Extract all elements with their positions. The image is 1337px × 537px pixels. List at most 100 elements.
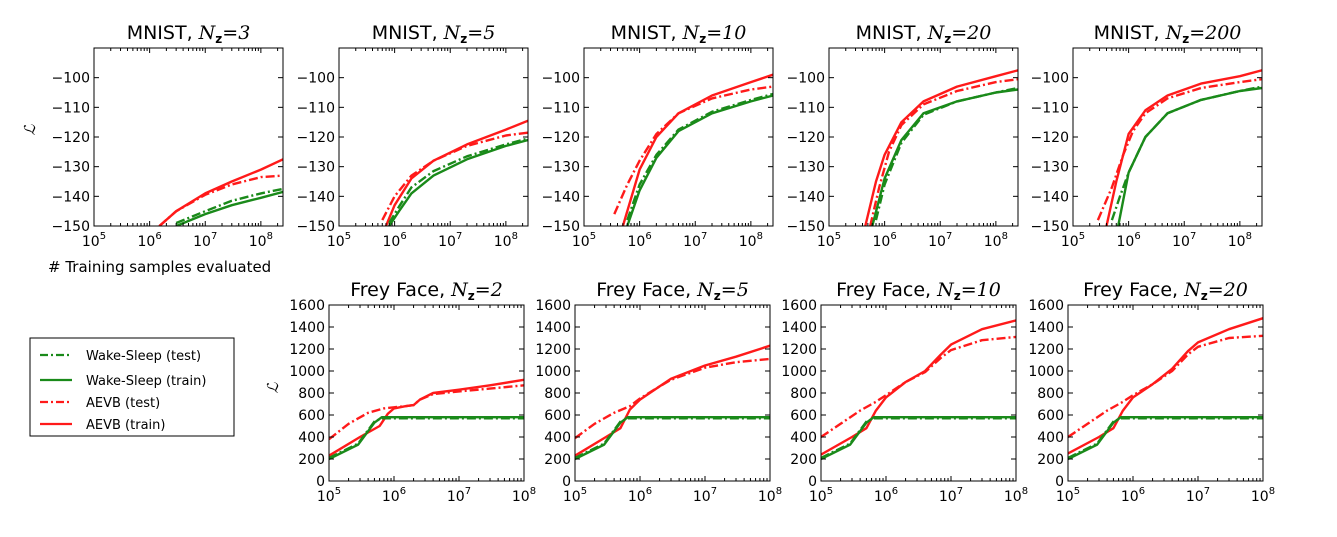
y-tick-label: −140 [297, 189, 335, 205]
y-tick-label: 400 [790, 430, 817, 446]
legend: Wake-Sleep (test) Wake-Sleep (train) AEV… [29, 337, 235, 437]
legend-label-wake-sleep-test: Wake-Sleep (test) [86, 349, 201, 364]
plot-frame [828, 47, 1019, 227]
y-tick-label: −110 [1031, 100, 1069, 116]
y-tick-label: 1000 [1028, 364, 1064, 380]
x-tick-label: 108 [739, 231, 763, 250]
series-group [821, 319, 1016, 461]
x-tick-label: 106 [873, 231, 897, 250]
x-tick-label: 107 [447, 486, 471, 505]
y-tick-label: −120 [542, 130, 580, 146]
legend-label-wake-sleep-train: Wake-Sleep (train) [86, 374, 206, 389]
x-tick-label: 108 [512, 486, 536, 505]
series-wake-sleep-train [821, 416, 1016, 461]
y-tick-label: 1000 [535, 364, 571, 380]
y-tick-label: −100 [297, 71, 335, 87]
panels: −150 −140 −130 −120 −110 −100 105 106 107 108 MNIS… [52, 22, 1276, 505]
y-tick-label: −120 [52, 130, 90, 146]
y-tick-label: −100 [787, 71, 825, 87]
y-tick-label: 800 [1037, 386, 1064, 402]
series-group [158, 158, 283, 226]
series-wake-sleep-test [1110, 85, 1262, 221]
series-wake-sleep-test [626, 92, 773, 221]
y-tick-label: 0 [1055, 474, 1064, 490]
plot-frame [338, 47, 529, 227]
panel-mnist-nz-10: −150 −140 −130 −120 −110 −100 105 106 107 108 MNIS… [542, 22, 774, 250]
y-tick-label: −150 [542, 219, 580, 235]
plot-frame [820, 304, 1017, 482]
series-wake-sleep-test [388, 137, 528, 224]
y-axis-label-top: ℒ [21, 123, 39, 135]
series-aevb-test [158, 174, 283, 226]
y-tick-label: 400 [298, 430, 325, 446]
series-aevb-test [1096, 78, 1262, 221]
x-tick-label: 108 [758, 486, 782, 505]
y-tick-label: 1200 [289, 342, 325, 358]
x-axis-label: # Training samples evaluated [48, 258, 271, 276]
x-tick-label: 108 [1251, 486, 1275, 505]
series-group [575, 344, 770, 461]
series-group [1096, 69, 1262, 226]
x-tick-label: 105 [572, 231, 596, 250]
x-tick-label: 106 [874, 486, 898, 505]
y-tick-label: 200 [1037, 452, 1064, 468]
series-group [864, 69, 1018, 226]
y-tick-label: 1000 [781, 364, 817, 380]
y-tick-label: 1600 [535, 298, 571, 314]
x-tick-label: 107 [693, 486, 717, 505]
x-tick-label: 108 [1228, 231, 1252, 250]
y-tick-label: 1400 [781, 320, 817, 336]
panel-frey-face-nz-2: 0 200 400 600 800 1000 1200 1400 1600 105 106 107 10… [289, 279, 536, 505]
plot-frame [1072, 47, 1263, 227]
y-tick-label: 1400 [289, 320, 325, 336]
plot-frame [583, 47, 774, 227]
y-tick-label: 0 [316, 474, 325, 490]
y-tick-label: 1600 [781, 298, 817, 314]
y-tick-label: 1200 [535, 342, 571, 358]
series-aevb-test [613, 85, 773, 215]
series-aevb-test [869, 78, 1018, 226]
series-wake-sleep-test [175, 187, 283, 225]
x-tick-label: 106 [1121, 486, 1145, 505]
y-tick-label: −120 [1031, 130, 1069, 146]
y-tick-label: −150 [787, 219, 825, 235]
y-tick-label: −130 [297, 160, 335, 176]
x-tick-label: 106 [628, 486, 652, 505]
x-tick-label: 106 [383, 231, 407, 250]
y-tick-label: −130 [52, 160, 90, 176]
panel-title: MNIST, Nz=200 [1094, 22, 1242, 46]
panel-title: Frey Face, Nz=10 [836, 279, 1001, 303]
plot-frame [328, 304, 525, 482]
series-group [329, 378, 524, 461]
series-group [613, 73, 773, 226]
legend-label-aevb-test: AEVB (test) [86, 396, 160, 411]
plot-frame [1067, 304, 1264, 482]
y-tick-label: 1200 [781, 342, 817, 358]
x-tick-label: 108 [984, 231, 1008, 250]
panel-frey-face-nz-10: 0 200 400 600 800 1000 1200 1400 1600 105 106 107 10… [781, 279, 1028, 505]
panel-title: MNIST, Nz=3 [127, 22, 251, 46]
x-tick-label: 105 [817, 231, 841, 250]
x-tick-label: 105 [82, 231, 106, 250]
y-tick-label: 400 [544, 430, 571, 446]
x-tick-label: 106 [1117, 231, 1141, 250]
panel-title: MNIST, Nz=20 [856, 22, 992, 46]
y-tick-label: −110 [52, 100, 90, 116]
y-tick-label: 200 [298, 452, 325, 468]
legend-item-wake-sleep-test: Wake-Sleep (test) [40, 349, 201, 364]
legend-label-aevb-train: AEVB (train) [86, 418, 165, 433]
series-aevb-train [575, 344, 770, 457]
series-aevb-train [1105, 69, 1262, 226]
x-tick-label: 107 [438, 231, 462, 250]
legend-item-aevb-test: AEVB (test) [40, 396, 160, 411]
series-aevb-test [1068, 334, 1263, 438]
x-tick-label: 105 [327, 231, 351, 250]
x-tick-label: 107 [1172, 231, 1196, 250]
y-tick-label: −120 [297, 130, 335, 146]
y-tick-label: 600 [298, 408, 325, 424]
x-tick-label: 105 [563, 486, 587, 505]
series-wake-sleep-train [1068, 416, 1263, 461]
y-tick-label: −100 [542, 71, 580, 87]
y-tick-label: 1200 [1028, 342, 1064, 358]
